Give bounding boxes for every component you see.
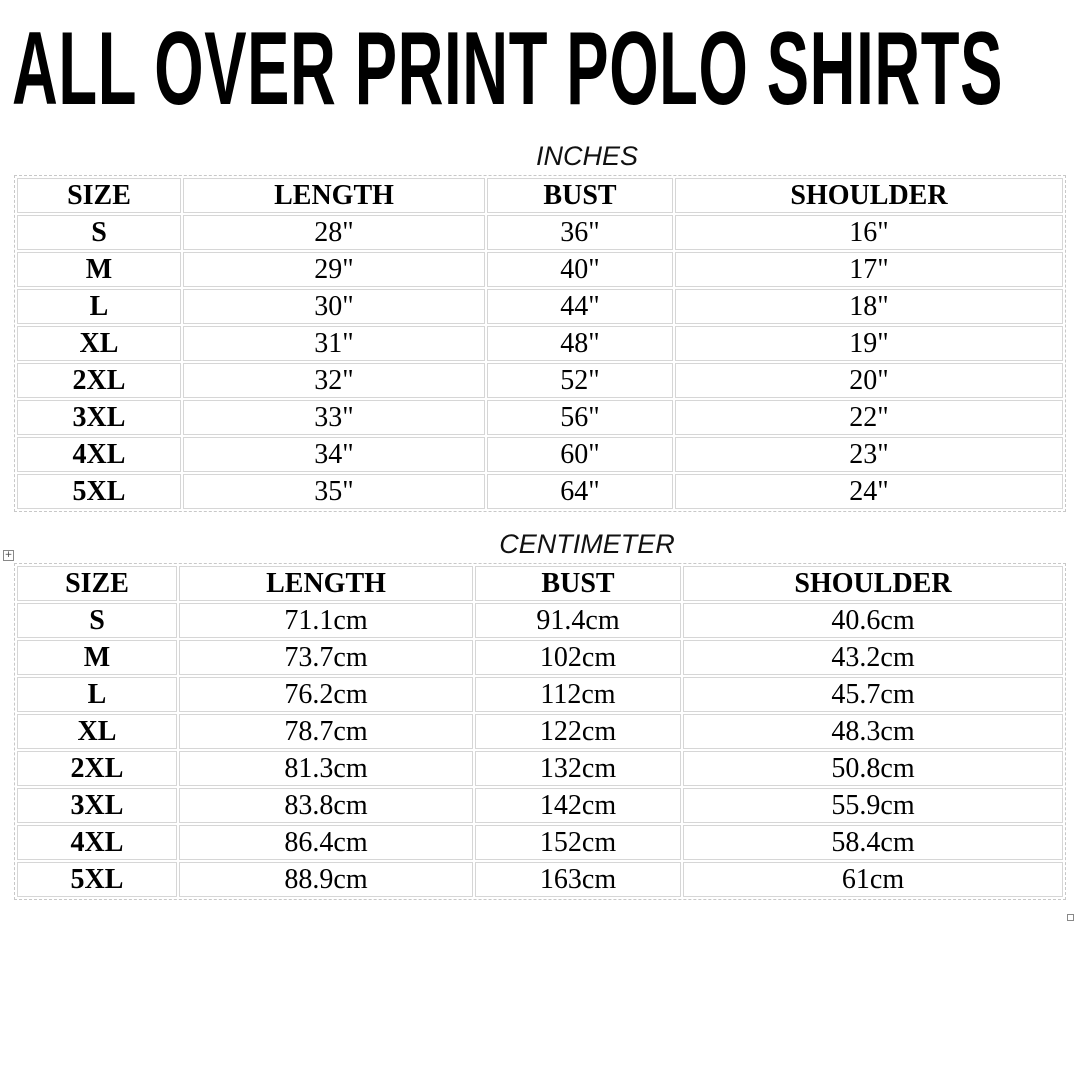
table-row: XL 78.7cm 122cm 48.3cm: [17, 714, 1063, 749]
size-cell: 5XL: [17, 862, 177, 897]
table-row: S 71.1cm 91.4cm 40.6cm: [17, 603, 1063, 638]
page-title: ALL OVER PRINT POLO SHIRTS: [12, 11, 1004, 127]
table-row: 5XL 35" 64" 24": [17, 474, 1063, 509]
size-cell: 2XL: [17, 751, 177, 786]
column-header: BUST: [487, 178, 673, 213]
column-header: SHOULDER: [683, 566, 1063, 601]
column-header: SIZE: [17, 178, 181, 213]
column-header: SHOULDER: [675, 178, 1063, 213]
value-cell: 55.9cm: [683, 788, 1063, 823]
size-cell: XL: [17, 326, 181, 361]
value-cell: 35": [183, 474, 485, 509]
table-row: 2XL 81.3cm 132cm 50.8cm: [17, 751, 1063, 786]
size-cell: 3XL: [17, 788, 177, 823]
table-row: 4XL 86.4cm 152cm 58.4cm: [17, 825, 1063, 860]
value-cell: 76.2cm: [179, 677, 473, 712]
inches-caption: INCHES: [535, 141, 638, 171]
resize-handle-icon[interactable]: [1067, 914, 1074, 921]
value-cell: 24": [675, 474, 1063, 509]
header-row: SIZE LENGTH BUST SHOULDER: [17, 566, 1063, 601]
value-cell: 61cm: [683, 862, 1063, 897]
table-row: 3XL 33" 56" 22": [17, 400, 1063, 435]
inches-table: SIZE LENGTH BUST SHOULDER S 28" 36" 16" M 29" 40" 1…: [14, 175, 1066, 512]
value-cell: 36": [487, 215, 673, 250]
table-row: 3XL 83.8cm 142cm 55.9cm: [17, 788, 1063, 823]
value-cell: 20": [675, 363, 1063, 398]
table-row: L 76.2cm 112cm 45.7cm: [17, 677, 1063, 712]
value-cell: 31": [183, 326, 485, 361]
value-cell: 86.4cm: [179, 825, 473, 860]
centimeter-caption: CENTIMETER: [499, 529, 675, 559]
value-cell: 60": [487, 437, 673, 472]
size-cell: L: [17, 289, 181, 324]
value-cell: 44": [487, 289, 673, 324]
column-header: BUST: [475, 566, 681, 601]
value-cell: 30": [183, 289, 485, 324]
table-row: 4XL 34" 60" 23": [17, 437, 1063, 472]
column-header: SIZE: [17, 566, 177, 601]
value-cell: 83.8cm: [179, 788, 473, 823]
table-row: 5XL 88.9cm 163cm 61cm: [17, 862, 1063, 897]
value-cell: 18": [675, 289, 1063, 324]
table-row: 2XL 32" 52" 20": [17, 363, 1063, 398]
table-row: M 29" 40" 17": [17, 252, 1063, 287]
value-cell: 50.8cm: [683, 751, 1063, 786]
value-cell: 34": [183, 437, 485, 472]
size-cell: 4XL: [17, 825, 177, 860]
value-cell: 91.4cm: [475, 603, 681, 638]
column-header: LENGTH: [179, 566, 473, 601]
value-cell: 17": [675, 252, 1063, 287]
value-cell: 45.7cm: [683, 677, 1063, 712]
table-row: XL 31" 48" 19": [17, 326, 1063, 361]
value-cell: 52": [487, 363, 673, 398]
value-cell: 40": [487, 252, 673, 287]
size-cell: 5XL: [17, 474, 181, 509]
header-row: SIZE LENGTH BUST SHOULDER: [17, 178, 1063, 213]
size-cell: XL: [17, 714, 177, 749]
value-cell: 102cm: [475, 640, 681, 675]
value-cell: 78.7cm: [179, 714, 473, 749]
value-cell: 40.6cm: [683, 603, 1063, 638]
centimeter-table: SIZE LENGTH BUST SHOULDER S 71.1cm 91.4cm 40.6c…: [14, 563, 1066, 900]
value-cell: 29": [183, 252, 485, 287]
value-cell: 71.1cm: [179, 603, 473, 638]
size-cell: 4XL: [17, 437, 181, 472]
table-row: S 28" 36" 16": [17, 215, 1063, 250]
value-cell: 163cm: [475, 862, 681, 897]
value-cell: 48": [487, 326, 673, 361]
value-cell: 16": [675, 215, 1063, 250]
size-cell: 3XL: [17, 400, 181, 435]
value-cell: 23": [675, 437, 1063, 472]
size-cell: S: [17, 215, 181, 250]
move-handle-icon[interactable]: +: [3, 550, 14, 561]
value-cell: 64": [487, 474, 673, 509]
value-cell: 43.2cm: [683, 640, 1063, 675]
value-cell: 142cm: [475, 788, 681, 823]
value-cell: 73.7cm: [179, 640, 473, 675]
value-cell: 88.9cm: [179, 862, 473, 897]
value-cell: 122cm: [475, 714, 681, 749]
value-cell: 81.3cm: [179, 751, 473, 786]
table-row: M 73.7cm 102cm 43.2cm: [17, 640, 1063, 675]
value-cell: 28": [183, 215, 485, 250]
size-cell: M: [17, 640, 177, 675]
value-cell: 48.3cm: [683, 714, 1063, 749]
value-cell: 112cm: [475, 677, 681, 712]
size-cell: L: [17, 677, 177, 712]
value-cell: 19": [675, 326, 1063, 361]
value-cell: 152cm: [475, 825, 681, 860]
size-cell: S: [17, 603, 177, 638]
column-header: LENGTH: [183, 178, 485, 213]
table-row: L 30" 44" 18": [17, 289, 1063, 324]
value-cell: 132cm: [475, 751, 681, 786]
value-cell: 22": [675, 400, 1063, 435]
size-cell: 2XL: [17, 363, 181, 398]
value-cell: 33": [183, 400, 485, 435]
value-cell: 58.4cm: [683, 825, 1063, 860]
size-cell: M: [17, 252, 181, 287]
value-cell: 56": [487, 400, 673, 435]
value-cell: 32": [183, 363, 485, 398]
